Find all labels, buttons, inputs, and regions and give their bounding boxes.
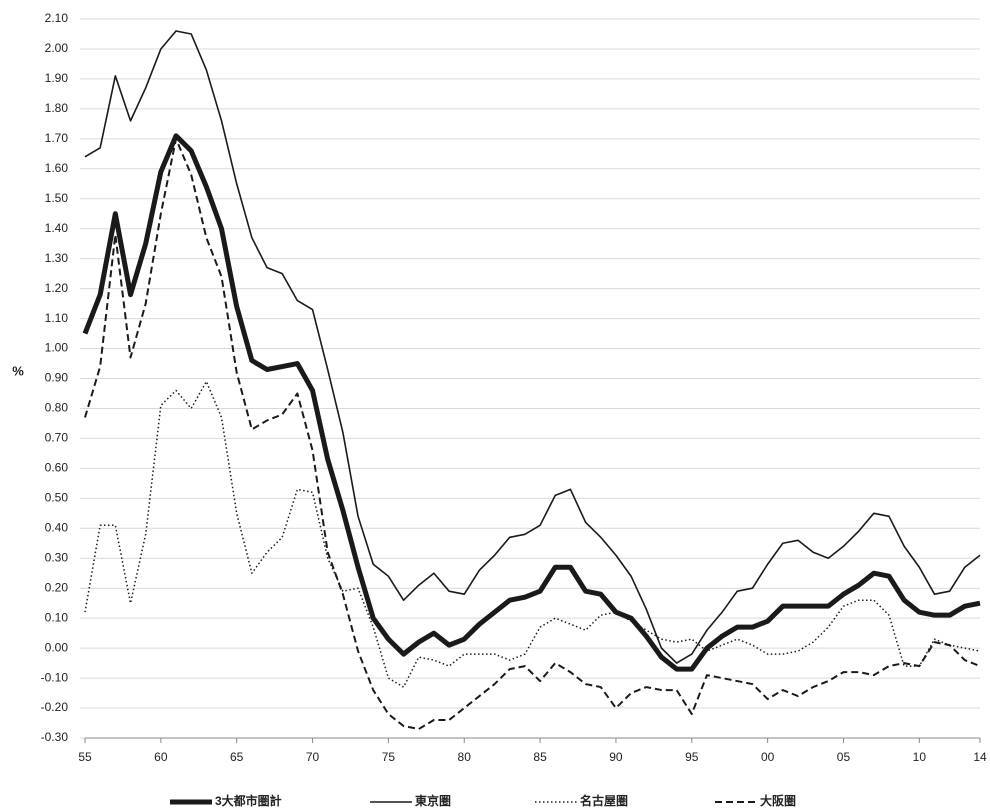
series-line xyxy=(84,137,981,731)
y-tick-label: 0.10 xyxy=(45,610,69,624)
x-tick-label: 75 xyxy=(382,750,396,764)
x-tick-label: 70 xyxy=(306,750,320,764)
y-tick-label: 0.80 xyxy=(45,401,69,415)
y-tick-label: -0.20 xyxy=(41,700,69,714)
y-tick-label: 1.40 xyxy=(45,221,69,235)
y-tick-label: 0.50 xyxy=(45,491,69,505)
x-tick-label: 65 xyxy=(230,750,244,764)
y-tick-label: 1.70 xyxy=(45,131,69,145)
y-tick-label: 1.60 xyxy=(45,161,69,175)
x-tick-label: 55 xyxy=(78,750,92,764)
y-tick-label: 1.30 xyxy=(45,251,69,265)
series-line xyxy=(84,30,981,664)
y-axis-label: % xyxy=(12,363,24,378)
x-tick-label: 90 xyxy=(609,750,623,764)
legend-label: 3大都市圏計 xyxy=(215,793,282,808)
x-tick-label: 10 xyxy=(913,750,927,764)
series-line xyxy=(84,380,981,688)
y-tick-label: -0.30 xyxy=(41,730,69,744)
y-tick-label: 0.00 xyxy=(45,640,69,654)
y-tick-label: 2.00 xyxy=(45,41,69,55)
y-tick-label: 0.60 xyxy=(45,461,69,475)
x-tick-label: 85 xyxy=(533,750,547,764)
x-tick-label: 00 xyxy=(761,750,775,764)
x-tick-label: 05 xyxy=(837,750,851,764)
y-tick-label: 1.00 xyxy=(45,341,69,355)
x-tick-label: 95 xyxy=(685,750,699,764)
y-tick-label: 0.30 xyxy=(45,550,69,564)
y-tick-label: 1.80 xyxy=(45,101,69,115)
y-tick-label: 0.70 xyxy=(45,431,69,445)
y-tick-label: 1.50 xyxy=(45,191,69,205)
y-tick-label: 0.40 xyxy=(45,520,69,534)
series-line xyxy=(82,133,981,672)
legend-label: 大阪圏 xyxy=(760,793,796,808)
y-tick-label: -0.10 xyxy=(41,670,69,684)
x-tick-label: 80 xyxy=(458,750,472,764)
legend-label: 名古屋圏 xyxy=(580,793,628,808)
y-tick-label: 2.10 xyxy=(45,11,69,25)
legend-label: 東京圏 xyxy=(415,793,451,808)
y-tick-label: 1.90 xyxy=(45,71,69,85)
y-tick-label: 0.20 xyxy=(45,580,69,594)
x-tick-label: 14 xyxy=(973,750,987,764)
y-tick-label: 1.10 xyxy=(45,311,69,325)
y-tick-label: 1.20 xyxy=(45,281,69,295)
y-tick-label: 0.90 xyxy=(45,371,69,385)
x-tick-label: 60 xyxy=(154,750,168,764)
